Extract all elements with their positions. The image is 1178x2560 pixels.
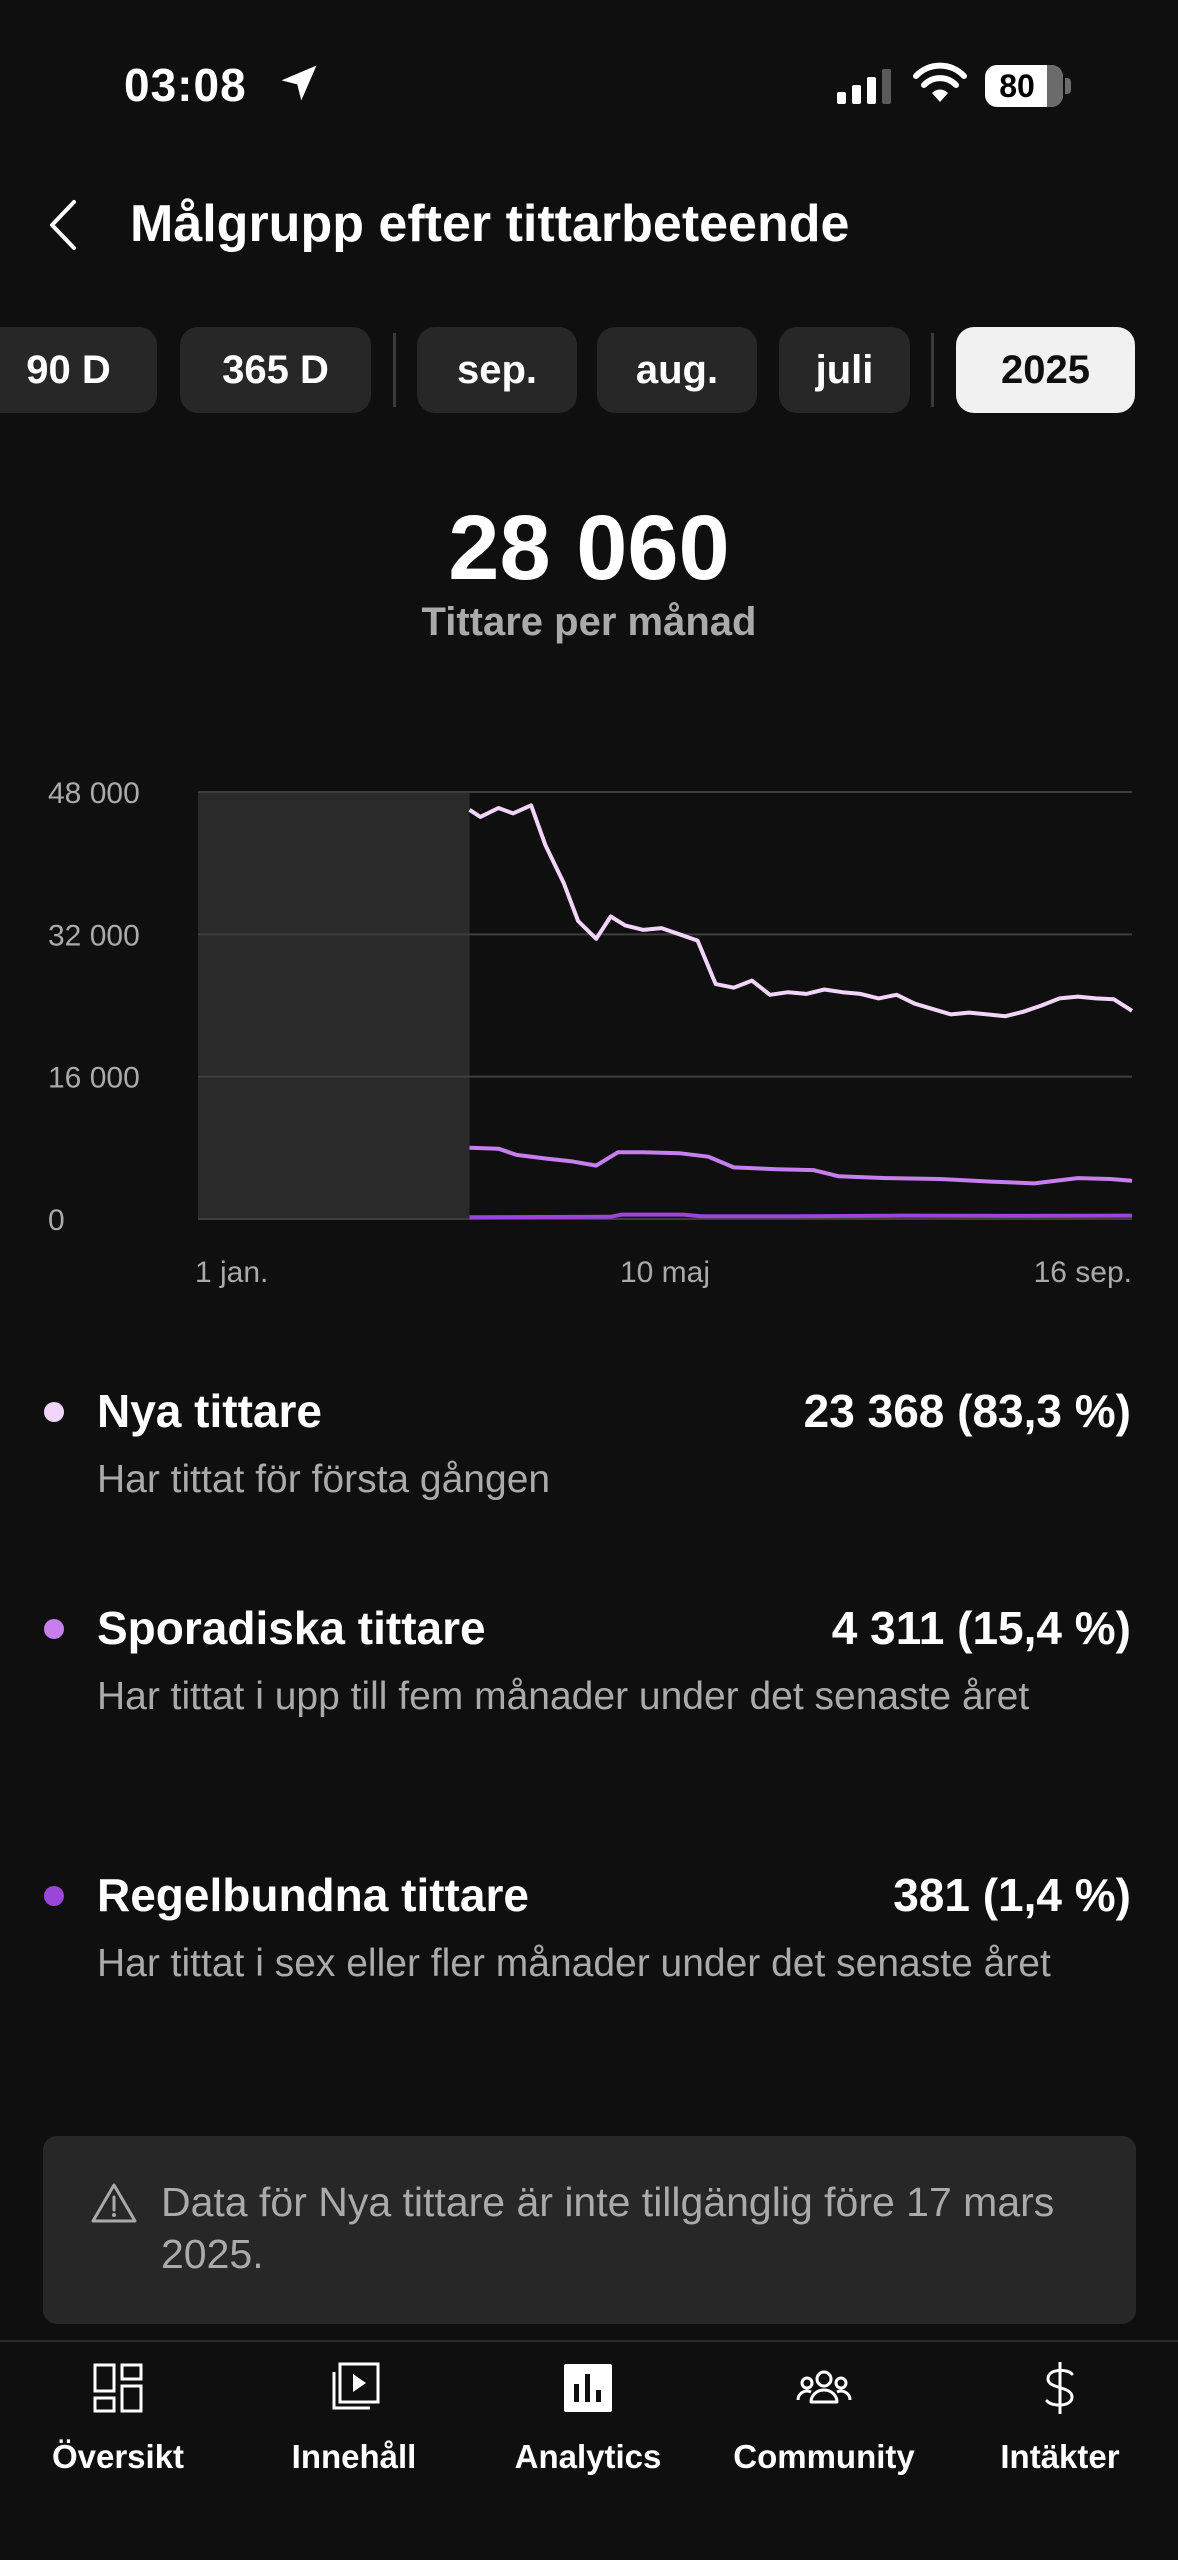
legend-name: Regelbundna tittare <box>97 1869 529 1921</box>
viewers-chart[interactable]: 48 000 32 000 16 000 0 1 jan. 10 maj 16 sep. <box>0 760 1178 1320</box>
analytics-bars-icon <box>564 2364 612 2412</box>
legend-dot-new-viewers <box>44 1402 64 1422</box>
overview-grid-icon <box>93 2363 143 2413</box>
unavailable-data-region <box>198 792 470 1219</box>
status-time: 03:08 <box>124 59 247 111</box>
series-line-new-viewers <box>468 803 1134 1019</box>
location-arrow-icon <box>281 65 317 101</box>
y-tick-label: 16 000 <box>48 1062 140 1095</box>
legend-value: 4 311 (15,4 %) <box>831 1602 1131 1654</box>
metric-value: 28 060 <box>448 497 730 599</box>
legend-name: Nya tittare <box>97 1385 322 1437</box>
nav-label: Community <box>733 2438 915 2475</box>
legend-value: 23 368 (83,3 %) <box>803 1385 1131 1437</box>
legend-row-casual-viewers[interactable]: Sporadiska tittare 4 311 (15,4 %) Har ti… <box>0 1600 1178 1790</box>
wifi-icon <box>913 62 967 102</box>
legend-description: Har tittat för första gången <box>97 1458 551 1501</box>
legend-dot-regular-viewers <box>44 1886 64 1906</box>
nav-label: Intäkter <box>1000 2438 1120 2475</box>
chart-svg: 48 000 32 000 16 000 0 1 jan. 10 maj 16 sep. <box>48 777 1134 1289</box>
nav-label: Innehåll <box>291 2438 417 2475</box>
metric-label: Tittare per månad <box>421 600 757 644</box>
bottom-navigation: Översikt Innehåll Analytics Community <box>0 2340 1178 2560</box>
notice-text: Data för Nya tittare är inte tillgänglig… <box>161 2179 1055 2277</box>
legend-dot-casual-viewers <box>44 1619 64 1639</box>
community-people-icon <box>796 2370 852 2404</box>
back-button[interactable] <box>40 190 90 260</box>
chip-july[interactable]: juli <box>779 327 910 413</box>
chip-365-days[interactable]: 365 D <box>180 327 371 413</box>
cellular-signal-icon <box>837 69 891 104</box>
chip-divider <box>931 333 934 407</box>
nav-overview[interactable]: Översikt <box>0 2342 236 2502</box>
nav-community[interactable]: Community <box>706 2342 942 2502</box>
legend-description: Har tittat i sex eller fler månader unde… <box>97 1942 1051 1985</box>
x-tick-label: 1 jan. <box>195 1256 268 1289</box>
content-library-icon <box>332 2362 380 2410</box>
series-line-regular-viewers <box>469 1212 1133 1220</box>
nav-content[interactable]: Innehåll <box>236 2342 472 2502</box>
nav-label: Översikt <box>51 2438 185 2475</box>
battery-indicator: 80 <box>985 65 1071 107</box>
chip-august[interactable]: aug. <box>597 327 757 413</box>
data-notice: Data för Nya tittare är inte tillgänglig… <box>43 2136 1136 2324</box>
y-tick-label: 32 000 <box>48 919 140 952</box>
dollar-icon <box>1045 2362 1074 2414</box>
chip-divider <box>393 333 396 407</box>
y-tick-label: 48 000 <box>48 777 140 810</box>
legend-row-new-viewers[interactable]: Nya tittare 23 368 (83,3 %) Har tittat f… <box>0 1383 1178 1523</box>
nav-revenue[interactable]: Intäkter <box>942 2342 1178 2502</box>
legend-row-regular-viewers[interactable]: Regelbundna tittare 381 (1,4 %) Har titt… <box>0 1867 1178 2057</box>
legend-name: Sporadiska tittare <box>97 1602 486 1654</box>
warning-icon <box>91 2183 137 2223</box>
legend-value: 381 (1,4 %) <box>893 1869 1131 1921</box>
period-selector: 90 D 365 D sep. aug. juli 2025 <box>0 327 1178 413</box>
x-tick-label: 16 sep. <box>1034 1256 1132 1289</box>
series-line-casual-viewers <box>469 1145 1133 1186</box>
battery-level: 80 <box>999 68 1035 104</box>
chip-2025[interactable]: 2025 <box>956 327 1135 413</box>
page-title: Målgrupp efter tittarbeteende <box>130 195 850 253</box>
status-bar: 03:08 80 <box>0 0 1178 170</box>
chip-90-days[interactable]: 90 D <box>0 327 157 413</box>
nav-label: Analytics <box>514 2438 662 2475</box>
x-tick-label: 10 maj <box>620 1256 710 1289</box>
nav-analytics[interactable]: Analytics <box>470 2342 706 2502</box>
chip-september[interactable]: sep. <box>417 327 577 413</box>
y-tick-label: 0 <box>48 1204 65 1237</box>
legend-description: Har tittat i upp till fem månader under … <box>97 1675 1030 1718</box>
